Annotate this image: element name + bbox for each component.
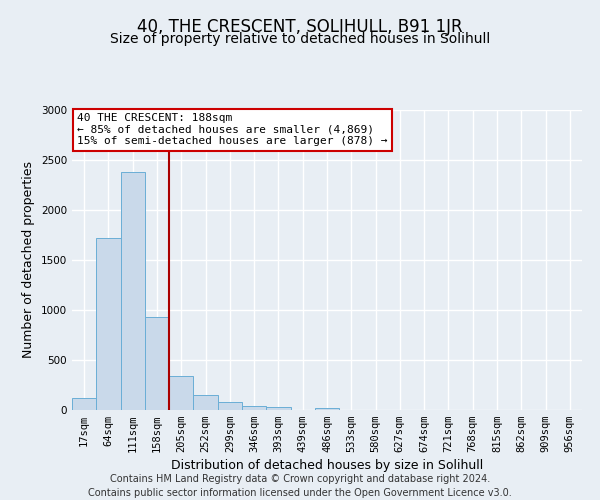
Text: 40 THE CRESCENT: 188sqm
← 85% of detached houses are smaller (4,869)
15% of semi: 40 THE CRESCENT: 188sqm ← 85% of detache…: [77, 113, 388, 146]
Y-axis label: Number of detached properties: Number of detached properties: [22, 162, 35, 358]
Text: Size of property relative to detached houses in Solihull: Size of property relative to detached ho…: [110, 32, 490, 46]
Text: Contains HM Land Registry data © Crown copyright and database right 2024.
Contai: Contains HM Land Registry data © Crown c…: [88, 474, 512, 498]
Bar: [72, 398, 96, 410]
Bar: [193, 394, 218, 410]
Bar: [96, 238, 121, 410]
Bar: [121, 172, 145, 410]
Bar: [218, 402, 242, 410]
X-axis label: Distribution of detached houses by size in Solihull: Distribution of detached houses by size …: [171, 460, 483, 472]
Text: 40, THE CRESCENT, SOLIHULL, B91 1JR: 40, THE CRESCENT, SOLIHULL, B91 1JR: [137, 18, 463, 36]
Bar: [315, 408, 339, 410]
Bar: [169, 376, 193, 410]
Bar: [266, 407, 290, 410]
Bar: [145, 317, 169, 410]
Bar: [242, 406, 266, 410]
